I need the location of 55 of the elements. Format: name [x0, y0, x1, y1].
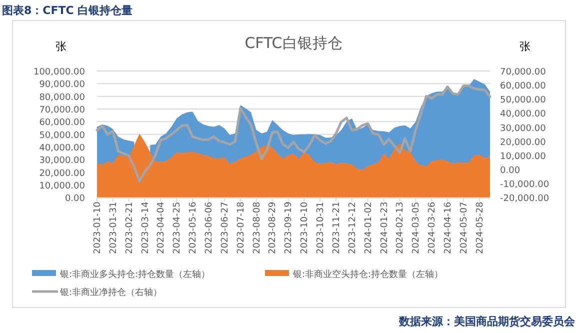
x-tick-label: 2023-11-21: [332, 202, 342, 254]
source-note: 数据来源：美国商品期货交易委员会: [398, 315, 576, 328]
x-tick-label: 2024-02-13: [396, 202, 406, 254]
x-tick-label: 2023-07-18: [236, 201, 246, 254]
legend-label: 银:非商业多头持仓:持仓数量（左轴）: [59, 269, 210, 280]
x-tick-label: 2023-12-12: [348, 202, 358, 254]
x-tick-label: 2024-03-05: [412, 202, 422, 254]
y2-tick-label: 0.00: [500, 166, 520, 176]
text: 图表8：CFTC 白银持仓量: [2, 4, 133, 17]
x-tick-label: 2023-06-27: [220, 202, 230, 254]
x-tick-label: 2023-01-31: [108, 202, 119, 254]
x-tick-label: 2024-01-02: [364, 202, 374, 254]
x-tick-label: 2024-05-28: [475, 201, 486, 254]
y-tick-label: 100,000.00: [33, 68, 86, 78]
x-tick-label: 2024-05-07: [459, 202, 470, 254]
x-tick-label: 2023-09-19: [284, 201, 294, 254]
x-tick-label: 2023-10-10: [300, 201, 310, 254]
y-tick-label: 30,000.00: [39, 156, 86, 166]
chart-title: CFTC白银持仓: [244, 34, 342, 52]
y-tick-label: 0.00: [64, 194, 86, 204]
y2-tick-label: 50,000.00: [500, 96, 546, 106]
x-tick-label: 2023-04-04: [156, 201, 167, 254]
y-tick-label: 50,000.00: [39, 130, 86, 141]
y-tick-label: 40,000.00: [39, 144, 86, 154]
y2-tick-label: 70,000.00: [500, 68, 546, 78]
y-tick-label: 10,000.00: [39, 182, 86, 192]
x-tick-label: 2024-03-26: [428, 201, 438, 254]
y2-tick-label: 20,000.00: [500, 138, 546, 148]
y2-tick-label: 30,000.00: [500, 124, 546, 134]
y2-tick-label: 40,000.00: [500, 110, 546, 120]
y-tick-label: 60,000.00: [39, 118, 86, 128]
y2-tick-label: -10,000.00: [500, 180, 550, 190]
y-tick-label: 90,000.00: [39, 80, 86, 90]
y2-tick-label: 60,000.00: [500, 82, 546, 92]
y-axis-title: 张: [56, 40, 66, 53]
x-tick-label: 2023-08-08: [252, 201, 262, 254]
legend-label: 银:非商业净持仓（右轴）: [59, 287, 162, 298]
x-tick-label: 2023-06-06: [204, 201, 215, 254]
y2-tick-label: 10,000.00: [500, 152, 546, 162]
x-tick-label: 2023-04-25: [172, 202, 183, 254]
y-tick-label: 70,000.00: [39, 106, 86, 116]
x-tick-label: 2023-10-31: [316, 202, 326, 254]
y-tick-label: 20,000.00: [39, 168, 86, 179]
y-tick-label: 80,000.00: [39, 92, 86, 103]
line-series: [96, 84, 492, 182]
x-tick-label: 2023-08-29: [268, 201, 278, 254]
x-tick-label: 2023-05-16: [188, 201, 199, 254]
x-tick-label: 2023-01-10: [93, 201, 103, 254]
legend-label: 银:非商业空头持仓:持仓数量（左轴）: [292, 269, 444, 280]
x-tick-label: 2023-03-14: [140, 201, 151, 254]
x-tick-label: 2023-02-21: [124, 202, 135, 254]
y2-tick-label: -20,000.00: [500, 194, 550, 204]
y2-axis-title: 张: [520, 40, 530, 53]
x-tick-label: 2024-01-23: [380, 202, 390, 254]
x-tick-label: 2024-04-16: [444, 201, 454, 254]
